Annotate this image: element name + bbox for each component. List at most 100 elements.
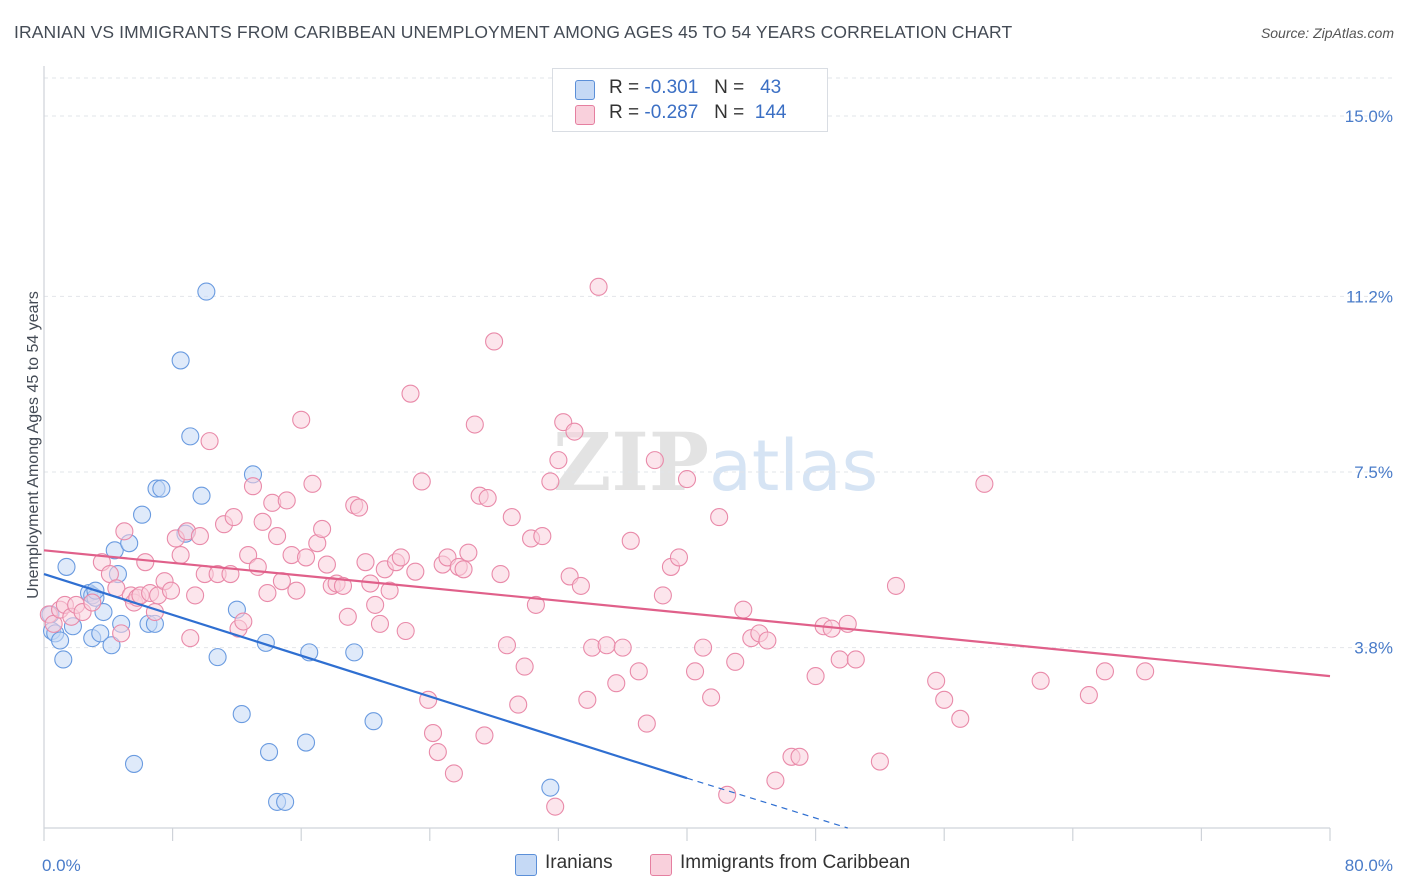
data-point: [613, 638, 632, 657]
data-point: [621, 531, 640, 550]
legend-swatch-iranians: [575, 80, 595, 100]
data-point: [541, 472, 560, 491]
legend-n-value: 43: [760, 77, 782, 98]
data-point: [338, 607, 357, 626]
data-point: [401, 384, 420, 403]
bottom-legend-swatch-iranians: [515, 854, 537, 876]
data-point: [475, 726, 494, 745]
data-point: [459, 543, 478, 562]
data-point: [515, 657, 534, 676]
data-point: [1031, 671, 1050, 690]
data-point: [428, 743, 447, 762]
legend-r-label: R =: [609, 77, 640, 98]
data-point: [276, 792, 295, 811]
data-point: [870, 752, 889, 771]
data-point: [234, 612, 253, 631]
data-point: [935, 690, 954, 709]
trend-line: [43, 549, 1331, 678]
data-point: [533, 527, 552, 546]
data-point: [292, 410, 311, 429]
data-point: [239, 546, 258, 565]
watermark: ZIPatlas: [553, 415, 878, 509]
data-point: [186, 586, 205, 605]
data-point: [412, 472, 431, 491]
data-point: [485, 332, 504, 351]
data-point: [766, 771, 785, 790]
x-tick-label: 0.0%: [42, 856, 81, 875]
data-point: [502, 508, 521, 527]
data-point: [181, 629, 200, 648]
data-point: [313, 519, 332, 538]
data-point: [133, 505, 152, 524]
data-point: [296, 733, 316, 752]
data-point: [546, 797, 565, 816]
data-point: [846, 650, 865, 669]
data-point: [57, 557, 76, 576]
data-point: [243, 477, 263, 496]
data-point: [571, 576, 590, 595]
data-point: [258, 583, 277, 603]
data-point: [677, 470, 697, 489]
data-point: [669, 548, 689, 567]
data-point: [317, 555, 336, 574]
data-point: [637, 714, 656, 733]
axes: [43, 66, 1331, 841]
data-point: [465, 415, 484, 434]
data-point: [208, 648, 227, 667]
data-point: [927, 671, 946, 690]
data-point: [54, 650, 73, 669]
y-tick-label: 7.5%: [1354, 463, 1393, 482]
data-point: [975, 474, 994, 493]
data-point: [589, 277, 608, 296]
data-point: [333, 576, 353, 595]
data-point: [718, 785, 737, 804]
data-point: [192, 486, 211, 505]
data-point: [356, 553, 375, 572]
data-point: [509, 695, 528, 714]
data-point: [350, 498, 369, 517]
data-point: [830, 650, 849, 669]
y-tick-label: 15.0%: [1345, 107, 1393, 126]
data-point: [287, 581, 306, 600]
data-point: [710, 508, 729, 527]
data-point: [370, 614, 390, 633]
data-point: [181, 427, 200, 446]
data-point: [232, 705, 251, 724]
data-point: [396, 621, 415, 641]
correlation-legend: R = -0.301 N = 43 R = -0.287 N = 144: [552, 68, 828, 132]
data-point: [694, 638, 713, 657]
series-caribbean: [39, 277, 1155, 816]
data-point: [478, 489, 497, 508]
data-point: [491, 564, 510, 584]
bottom-legend-label-iranians: Iranians: [545, 852, 613, 873]
data-point: [886, 576, 906, 595]
source-label: Source: ZipAtlas.com: [1260, 25, 1394, 41]
data-point: [578, 690, 597, 709]
trend-line-extension: [686, 777, 848, 829]
data-point: [951, 709, 970, 728]
chart-title: IRANIAN VS IMMIGRANTS FROM CARIBBEAN UNE…: [14, 22, 1013, 42]
data-point: [200, 432, 219, 451]
data-point: [685, 662, 705, 681]
data-point: [758, 631, 777, 650]
data-point: [806, 667, 825, 686]
data-point: [607, 674, 626, 693]
legend-r-value: -0.287: [644, 102, 699, 123]
bottom-legend-swatch-caribbean: [650, 854, 672, 876]
data-point: [790, 747, 809, 766]
tick-labels: 3.8% 7.5% 11.2% 15.0% 0.0% 80.0%: [42, 107, 1393, 875]
data-point: [653, 586, 672, 605]
data-point: [259, 743, 279, 762]
data-point: [91, 624, 110, 643]
y-tick-label: 3.8%: [1354, 639, 1393, 658]
y-axis-label: Unemployment Among Ages 45 to 54 years: [25, 291, 42, 599]
data-point: [444, 764, 463, 783]
data-point: [597, 636, 616, 655]
data-point: [152, 479, 171, 498]
data-point: [1095, 662, 1114, 681]
data-point: [161, 581, 181, 600]
data-point: [171, 546, 190, 565]
data-point: [296, 548, 316, 567]
data-point: [1136, 662, 1155, 681]
data-point: [364, 712, 383, 731]
